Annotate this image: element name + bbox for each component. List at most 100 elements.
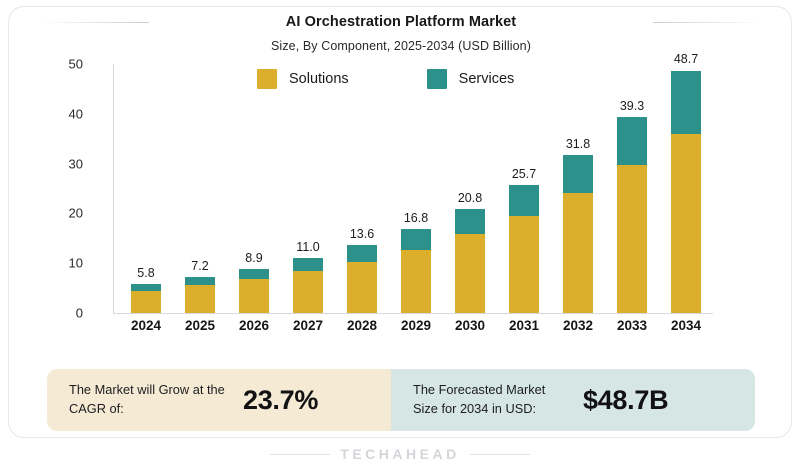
y-axis-tick-label: 0 [75, 305, 83, 321]
chart-legend: Solutions Services [257, 69, 514, 89]
bar-group[interactable]: 16.8 [397, 64, 435, 313]
x-axis-tick-label: 2026 [238, 318, 270, 333]
y-axis-tick-label: 20 [68, 205, 83, 221]
y-axis-tick-label: 10 [68, 255, 83, 271]
bar-segment-services[interactable] [671, 70, 701, 134]
bar-total-label: 39.3 [619, 99, 645, 114]
bar-segment-services[interactable] [185, 277, 215, 286]
bar-segment-solutions[interactable] [239, 278, 269, 313]
bar-segment-solutions[interactable] [671, 133, 701, 313]
bar-segment-services[interactable] [293, 258, 323, 271]
bar-total-label: 31.8 [565, 136, 591, 151]
title-row: AI Orchestration Platform Market [9, 11, 793, 33]
bar-segment-services[interactable] [239, 268, 269, 279]
title-rule-right-decoration [653, 22, 763, 23]
bar-total-label: 13.6 [349, 227, 375, 242]
legend-label: Services [458, 71, 515, 87]
bar-segment-services[interactable] [509, 185, 539, 216]
bar-stack [347, 245, 377, 313]
x-axis-tick-label: 2024 [130, 318, 162, 333]
bar-group[interactable]: 31.8 [559, 64, 597, 313]
chart-title: AI Orchestration Platform Market [285, 14, 517, 30]
bar-stack [239, 268, 269, 313]
bar-group[interactable]: 25.7 [505, 64, 543, 313]
stat-forecast-value: $48.7B [583, 384, 669, 415]
bar-stack [509, 185, 539, 313]
bar-segment-services[interactable] [617, 117, 647, 165]
chart-header: AI Orchestration Platform Market Size, B… [9, 11, 793, 53]
watermark-rule-left [270, 453, 331, 455]
stat-box-forecast: The Forecasted Market Size for 2034 in U… [391, 369, 755, 431]
x-axis-tick-label: 2031 [508, 318, 540, 333]
bar-segment-services[interactable] [347, 245, 377, 262]
bar-stack [455, 209, 485, 313]
bar-total-label: 8.9 [245, 250, 263, 265]
bar-segment-solutions[interactable] [401, 249, 431, 313]
chart-plot-area: 0 10 20 30 40 50 5.8 7.2 8.9 11.0 13.6 16.8 20.8 25.… [9, 7, 793, 439]
bar-stack [401, 229, 431, 313]
bar-segment-solutions[interactable] [347, 261, 377, 313]
x-axis-tick-label: 2030 [454, 318, 486, 333]
bar-segment-services[interactable] [563, 154, 593, 193]
legend-swatch-icon [426, 69, 447, 89]
bar-total-label: 48.7 [673, 52, 699, 67]
x-axis-tick-label: 2027 [292, 318, 324, 333]
legend-item-services[interactable]: Services [426, 69, 515, 89]
bar-segment-solutions[interactable] [509, 215, 539, 313]
watermark-text: TECHAHEAD [340, 446, 460, 462]
bar-group[interactable]: 48.7 [667, 52, 705, 313]
watermark-rule-right [469, 453, 530, 455]
bar-segment-solutions[interactable] [563, 192, 593, 313]
x-axis-tick-label: 2033 [616, 318, 648, 333]
legend-item-solutions[interactable]: Solutions [257, 69, 349, 89]
stat-forecast-caption: The Forecasted Market Size for 2034 in U… [413, 382, 546, 416]
x-axis-tick-label: 2028 [346, 318, 378, 333]
y-axis-tick-label: 30 [68, 156, 83, 172]
bar-series-container: 5.8 7.2 8.9 11.0 13.6 16.8 20.8 25.7 31.8 39.3 48.… [119, 52, 713, 313]
bar-group[interactable]: 20.8 [451, 64, 489, 313]
bar-group[interactable]: 39.3 [613, 64, 651, 313]
legend-swatch-icon [257, 69, 277, 89]
bar-group[interactable]: 13.6 [343, 64, 381, 313]
bar-total-label: 7.2 [191, 259, 209, 274]
bar-total-label: 16.8 [403, 211, 429, 226]
watermark: TECHAHEAD [0, 446, 800, 462]
chart-subtitle: Size, By Component, 2025-2034 (USD Billi… [271, 39, 531, 53]
bar-stack [671, 70, 701, 313]
stat-cagr-value: 23.7% [243, 384, 319, 415]
bar-segment-services[interactable] [455, 209, 485, 235]
bar-segment-solutions[interactable] [455, 234, 485, 313]
bar-group[interactable]: 11.0 [289, 64, 327, 313]
x-axis-line [113, 312, 713, 314]
title-rule-left-decoration [39, 22, 149, 23]
bar-total-label: 5.8 [137, 266, 155, 281]
stat-box-cagr: The Market will Grow at the CAGR of: 23.… [47, 369, 391, 431]
bar-segment-solutions[interactable] [185, 285, 215, 313]
bar-segment-services[interactable] [401, 229, 431, 250]
footer-stats: The Market will Grow at the CAGR of: 23.… [47, 369, 755, 431]
bar-stack [293, 258, 323, 313]
bar-total-label: 20.8 [457, 191, 483, 206]
bar-stack [563, 154, 593, 313]
x-axis-tick-label: 2029 [400, 318, 432, 333]
bar-group[interactable]: 8.9 [235, 64, 273, 313]
bar-total-label: 25.7 [511, 167, 537, 182]
x-axis-tick-label: 2032 [562, 318, 594, 333]
stat-cagr-caption: The Market will Grow at the CAGR of: [69, 382, 225, 416]
bar-segment-solutions[interactable] [617, 164, 647, 313]
x-axis-tick-label: 2034 [670, 318, 702, 333]
chart-card: AI Orchestration Platform Market Size, B… [8, 6, 792, 438]
bar-stack [131, 284, 161, 313]
bar-segment-solutions[interactable] [131, 290, 161, 313]
bar-group[interactable]: 7.2 [181, 64, 219, 313]
legend-label: Solutions [289, 71, 349, 87]
y-axis-line [113, 64, 115, 314]
y-axis-tick-label: 50 [68, 56, 83, 72]
bar-segment-services[interactable] [131, 284, 161, 291]
x-axis-tick-label: 2025 [184, 318, 216, 333]
bar-segment-solutions[interactable] [293, 270, 323, 313]
y-axis-tick-label: 40 [68, 106, 83, 122]
bar-group[interactable]: 5.8 [127, 64, 165, 313]
bar-total-label: 11.0 [296, 240, 320, 255]
bar-stack [185, 277, 215, 313]
